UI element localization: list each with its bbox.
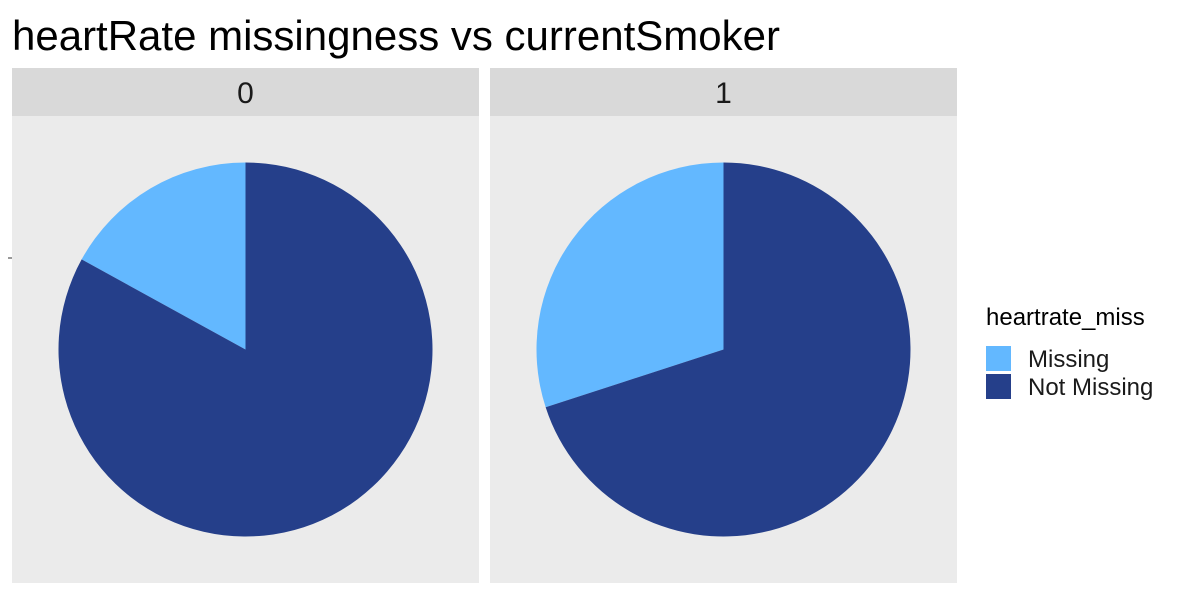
- pie-slice-not-missing: [58, 162, 433, 537]
- facet-strip: [490, 68, 957, 116]
- facet-panel-1: 1: [490, 68, 957, 583]
- legend-label-missing: Missing: [1028, 346, 1109, 373]
- chart-title: heartRate missingness vs currentSmoker: [12, 12, 780, 59]
- facet-panel-0: 0: [12, 68, 479, 583]
- facet-strip: [12, 68, 479, 116]
- facet-strip-label: 0: [237, 77, 254, 110]
- pie-slice-missing: [536, 162, 724, 408]
- legend-label-not-missing: Not Missing: [1028, 374, 1153, 401]
- legend-title: heartrate_miss: [986, 304, 1145, 331]
- pie-slice-not-missing: [545, 162, 911, 537]
- legend-swatch-missing: [986, 346, 1011, 371]
- pie-slice-missing: [81, 162, 246, 350]
- legend-swatch-not-missing: [986, 374, 1011, 399]
- facet-strip-label: 1: [715, 77, 732, 110]
